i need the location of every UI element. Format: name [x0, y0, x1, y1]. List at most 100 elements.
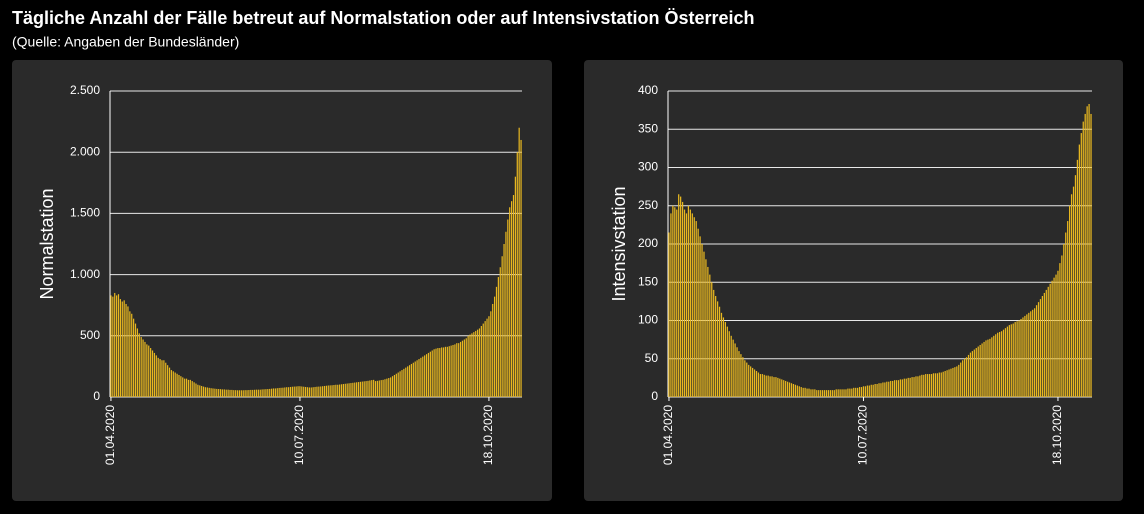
bar — [962, 360, 964, 397]
bar — [408, 365, 411, 397]
bar — [407, 366, 409, 397]
bar — [138, 333, 140, 397]
bar — [888, 381, 890, 397]
bar — [499, 267, 501, 397]
bar — [720, 312, 723, 397]
bar — [221, 389, 224, 397]
bar — [765, 375, 767, 397]
y-tick-label: 200 — [638, 236, 658, 250]
bar — [796, 385, 798, 397]
bar — [391, 376, 394, 397]
bar — [897, 380, 900, 397]
bar — [913, 377, 915, 397]
bar — [410, 363, 413, 397]
bar — [282, 387, 284, 397]
bar — [412, 362, 414, 397]
bar — [965, 357, 968, 397]
bar — [452, 344, 454, 397]
bar — [860, 387, 863, 397]
bar — [382, 379, 384, 397]
bar — [153, 352, 156, 397]
bar — [435, 348, 437, 397]
bar — [197, 384, 199, 397]
bar — [985, 340, 987, 397]
bar — [786, 381, 789, 397]
bar — [827, 390, 830, 397]
bar — [331, 385, 333, 397]
y-tick-label: 500 — [80, 328, 100, 342]
bar — [942, 371, 944, 397]
bar — [161, 360, 163, 397]
bar — [940, 372, 942, 397]
bar — [818, 390, 820, 397]
bar — [872, 384, 874, 397]
x-tick-label: 01.04.2020 — [661, 405, 675, 465]
bar — [459, 341, 462, 397]
bar — [705, 259, 707, 397]
bar — [344, 383, 346, 397]
chart-subtitle: (Quelle: Angaben der Bundesländer) — [12, 34, 239, 50]
bar — [923, 374, 925, 397]
bar — [750, 366, 752, 397]
bar — [144, 341, 146, 397]
bar — [274, 388, 276, 397]
bar — [1028, 312, 1030, 397]
bar — [934, 373, 937, 397]
bar — [168, 367, 171, 397]
bar — [748, 364, 750, 397]
bar — [178, 374, 180, 397]
bar — [356, 382, 358, 397]
bar — [350, 383, 352, 397]
bar — [763, 374, 765, 397]
bar — [501, 256, 503, 397]
bar — [236, 390, 239, 397]
bar — [681, 201, 684, 397]
bar — [471, 333, 473, 397]
bar — [446, 346, 448, 397]
bar — [1074, 175, 1077, 397]
bar — [388, 378, 390, 397]
bar — [732, 339, 734, 397]
bar — [424, 355, 426, 397]
bar — [425, 354, 428, 397]
bar — [713, 289, 715, 397]
bar — [473, 332, 475, 397]
bar — [946, 370, 948, 397]
bar — [835, 389, 837, 397]
bar — [777, 377, 779, 397]
bar — [1043, 292, 1045, 397]
bar — [921, 374, 923, 397]
bar — [757, 372, 760, 397]
bar — [219, 389, 222, 397]
bar — [884, 382, 886, 397]
bar — [668, 232, 670, 397]
bar — [960, 362, 962, 397]
bar — [184, 378, 186, 397]
bar — [454, 344, 456, 397]
bar — [1041, 296, 1044, 397]
bar — [367, 380, 369, 397]
bar — [117, 294, 120, 397]
bar — [672, 205, 674, 397]
bar — [305, 386, 307, 397]
bar — [823, 390, 826, 397]
bar — [308, 387, 310, 397]
bar — [849, 388, 851, 397]
bar — [925, 374, 927, 397]
bar — [761, 374, 763, 397]
bar — [507, 219, 509, 397]
bar — [312, 387, 314, 397]
bar — [325, 385, 327, 397]
bar — [384, 379, 386, 397]
bar — [1059, 263, 1061, 397]
bar — [948, 369, 950, 397]
bar — [880, 383, 882, 397]
bar — [919, 375, 921, 397]
bar — [730, 335, 732, 397]
bar — [116, 295, 118, 397]
bar — [825, 390, 828, 397]
bar — [687, 205, 690, 397]
bar — [206, 387, 208, 397]
bar — [267, 389, 269, 397]
